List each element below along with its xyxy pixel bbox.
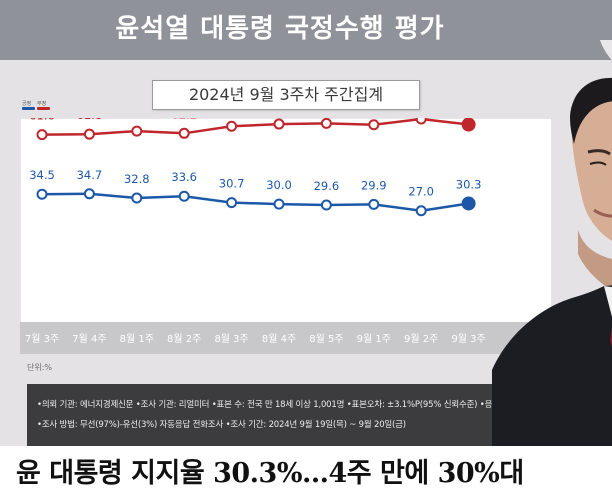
eyebrow <box>587 149 611 156</box>
legend-swatch-negative <box>37 107 50 110</box>
data-point-negative <box>83 128 95 140</box>
data-label-positive: 34.5 <box>29 168 55 182</box>
data-point-positive <box>461 196 476 211</box>
photo-backdrop <box>600 40 612 61</box>
survey-info-line-2: •조사 방법: 무선(97%)-유선(3%) 자동응답 전화조사 •조사 기간:… <box>37 420 406 430</box>
data-label-positive: 27.0 <box>408 185 434 199</box>
data-label-negative: 62.2 <box>171 118 197 121</box>
mouth <box>593 208 612 218</box>
headline: 윤 대통령 지지율 30.3%…4주 만에 30%대 <box>16 458 524 489</box>
survey-info-line-1: •의뢰 기관: 에너지경제신문 •조사 기관: 리얼미터 •표본 수: 전국 만… <box>37 400 534 410</box>
x-tick-label: 8월 4주 <box>262 333 296 345</box>
x-tick-label: 8월 3주 <box>214 333 248 345</box>
x-axis-ticks: 7월 3주 7월 4주 8월 1주 8월 2주 8월 3주 8월 4주 8월 5주 9월 1주… <box>25 333 486 345</box>
x-tick-label: 8월 5주 <box>309 333 343 345</box>
data-point-negative <box>178 127 190 139</box>
legend-label-positive: 긍정 <box>22 101 32 107</box>
line-chart: 61.661.863.262.265.466.466.766.168.766.2… <box>20 118 552 354</box>
infographic: 윤석열 대통령 국정수행 평가 2024년 9월 3주차 주간집계 긍정 부정 … <box>0 0 612 446</box>
data-label-negative: 61.8 <box>77 118 103 122</box>
subtitle-box: 2024년 9월 3주차 주간집계 <box>152 80 420 110</box>
data-point-negative <box>415 118 427 125</box>
data-label-positive: 29.9 <box>361 178 387 192</box>
eye <box>589 161 607 166</box>
hair <box>570 77 612 144</box>
unit-label: 단위:% <box>27 363 53 372</box>
data-label-positive: 34.7 <box>77 168 103 182</box>
data-point-negative <box>226 120 238 132</box>
x-axis-band <box>20 322 552 354</box>
plot-area <box>20 118 552 354</box>
series-layer: 61.661.863.262.265.466.466.766.168.766.2… <box>29 118 482 217</box>
legend-item-positive: 긍정 <box>22 100 36 114</box>
data-point-positive <box>320 199 332 211</box>
x-tick-label: 8월 1주 <box>120 333 154 345</box>
data-point-negative <box>461 118 476 132</box>
data-point-positive <box>226 197 238 209</box>
data-label-positive: 29.6 <box>314 179 340 193</box>
data-label-positive: 32.8 <box>124 172 150 186</box>
data-point-negative <box>368 119 380 131</box>
x-tick-label: 9월 3주 <box>451 333 485 345</box>
data-label-positive: 30.7 <box>219 177 245 191</box>
data-point-positive <box>36 188 48 200</box>
series-line-positive <box>41 192 469 212</box>
data-point-positive <box>273 198 285 210</box>
neck <box>578 230 612 291</box>
x-tick-label: 8월 2주 <box>167 333 201 345</box>
legend-label-negative: 부정 <box>37 101 47 107</box>
data-point-positive <box>415 205 427 217</box>
data-label-negative: 63.2 <box>124 118 150 119</box>
data-point-negative <box>273 118 285 130</box>
data-label-positive: 30.0 <box>266 178 292 192</box>
legend-swatch-positive <box>22 107 35 110</box>
chart-subtitle: 2024년 9월 3주차 주간집계 <box>188 85 384 104</box>
data-label-positive: 30.3 <box>456 177 482 191</box>
data-point-positive <box>131 192 143 204</box>
data-point-positive <box>368 198 380 210</box>
x-tick-label: 9월 1주 <box>357 333 391 345</box>
x-tick-label: 7월 4주 <box>72 333 106 345</box>
title-banner: 윤석열 대통령 국정수행 평가 <box>0 0 612 60</box>
data-point-negative <box>131 125 143 137</box>
x-tick-label: 7월 3주 <box>25 333 59 345</box>
series-line-negative <box>41 118 469 136</box>
data-point-positive <box>178 190 190 202</box>
data-point-negative <box>320 118 332 129</box>
president-photo <box>492 40 612 446</box>
data-point-negative <box>36 129 48 141</box>
data-point-positive <box>83 188 95 200</box>
suit <box>492 285 612 446</box>
x-tick-label: 9월 2주 <box>404 333 438 345</box>
data-label-positive: 33.6 <box>171 170 197 184</box>
legend-item-negative: 부정 <box>37 100 51 114</box>
data-label-negative: 61.6 <box>29 118 55 123</box>
chart-title: 윤석열 대통령 국정수행 평가 <box>115 14 445 44</box>
